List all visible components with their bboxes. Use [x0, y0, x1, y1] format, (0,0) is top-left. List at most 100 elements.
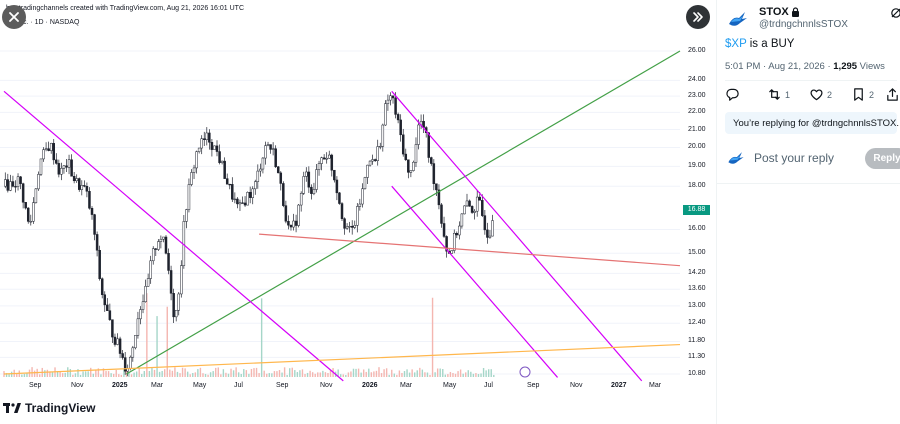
candle	[399, 119, 402, 136]
volume-bar	[21, 374, 23, 377]
candle	[55, 159, 58, 164]
like-action[interactable]: 2	[809, 87, 832, 102]
volume-bar	[306, 372, 309, 377]
volume-bar	[403, 371, 406, 377]
candle	[465, 200, 469, 207]
author-display-name[interactable]: STOX	[759, 6, 789, 18]
candle	[172, 293, 175, 318]
retweet-icon	[769, 89, 780, 100]
volume-bar	[69, 369, 72, 377]
volume-bar	[319, 372, 322, 377]
volume-bar	[421, 369, 424, 377]
time-tick-label: May	[443, 382, 457, 389]
candle	[368, 160, 372, 166]
last-price-badge: 16.88	[683, 205, 710, 215]
share-action[interactable]	[885, 87, 900, 102]
bookmark-action[interactable]: 2	[851, 87, 874, 102]
reply-input[interactable]: Post your reply	[754, 151, 835, 165]
candle	[379, 146, 382, 148]
cashtag-link[interactable]: $XP	[725, 38, 747, 50]
heart-icon	[810, 89, 823, 101]
candle	[19, 176, 22, 184]
trendline-red-horizontal	[259, 233, 681, 267]
candle	[264, 145, 267, 159]
volume-bar	[393, 373, 395, 377]
views-label: Views	[857, 61, 885, 72]
close-button[interactable]	[2, 5, 26, 29]
volume-bar	[135, 371, 138, 377]
volume-bar	[102, 368, 105, 377]
candle	[394, 97, 397, 115]
candle	[14, 186, 17, 188]
volume-bar	[424, 372, 426, 377]
tradingview-logo-icon	[3, 403, 21, 413]
candle	[435, 183, 438, 191]
candle	[113, 336, 117, 345]
candle	[322, 157, 326, 160]
candle	[60, 168, 63, 175]
price-tick-label: 19.00	[688, 162, 706, 170]
candle	[269, 144, 272, 150]
candle	[218, 151, 221, 163]
grok-icon[interactable]	[890, 7, 900, 19]
reply-action[interactable]	[725, 87, 743, 102]
candle	[141, 301, 145, 310]
volume-bar	[385, 368, 388, 377]
volume-bar	[482, 368, 485, 377]
tweet-meta: 5:01 PM · Aug 21, 2026 · 1,295 Views	[725, 61, 885, 72]
volume-bar	[350, 371, 352, 377]
candle	[32, 202, 35, 222]
candle	[271, 148, 275, 150]
volume-bar	[158, 371, 161, 377]
retweet-action[interactable]: 1	[767, 87, 790, 102]
price-tick-label: 24.00	[688, 76, 706, 84]
price-tick-label: 26.00	[688, 47, 706, 54]
volume-bar	[337, 369, 339, 377]
time-tick-label: Sep	[29, 382, 42, 389]
candle	[353, 225, 357, 228]
volume-bar	[271, 373, 273, 377]
volume-bar	[436, 368, 439, 377]
volume-bar	[462, 373, 464, 377]
candle	[345, 226, 349, 229]
candle	[154, 248, 158, 250]
expand-panel-button[interactable]	[686, 5, 710, 29]
volume-bar	[194, 372, 197, 377]
trendline-magenta-channel-upper	[391, 90, 643, 382]
candle	[256, 170, 260, 182]
close-icon	[9, 12, 19, 22]
price-chart[interactable]	[0, 0, 716, 424]
candle	[157, 241, 160, 250]
candle	[381, 124, 385, 147]
candle	[162, 236, 165, 240]
candle	[118, 338, 122, 354]
volume-bar	[268, 373, 270, 377]
candle	[149, 260, 152, 279]
candle	[103, 294, 107, 306]
candle	[284, 205, 288, 222]
candle	[210, 142, 214, 150]
volume-bar	[181, 367, 184, 377]
volume-bar	[46, 369, 49, 377]
volume-bar	[248, 373, 250, 377]
candle	[78, 178, 81, 190]
volume-bar	[342, 374, 344, 377]
volume-bar	[39, 374, 41, 377]
volume-bar	[151, 367, 153, 377]
volume-bar	[309, 370, 311, 377]
candle	[361, 188, 364, 205]
volume-bar	[184, 368, 186, 377]
candle	[401, 134, 405, 155]
candle	[197, 147, 201, 152]
volume-bar	[452, 372, 454, 377]
volume-bar	[77, 369, 79, 377]
retweet-count: 1	[785, 89, 791, 100]
author-handle[interactable]: @trdngchnnlsSTOX	[759, 19, 848, 30]
candle	[90, 208, 94, 215]
avatar[interactable]	[725, 6, 751, 32]
volume-bar	[23, 374, 26, 377]
tweet-timestamp[interactable]: 5:01 PM · Aug 21, 2026 ·	[725, 61, 834, 72]
volume-bar	[199, 367, 202, 377]
reply-button[interactable]: Reply	[865, 148, 900, 169]
tweet-author[interactable]: STOX @trdngchnnlsSTOX	[725, 6, 900, 40]
